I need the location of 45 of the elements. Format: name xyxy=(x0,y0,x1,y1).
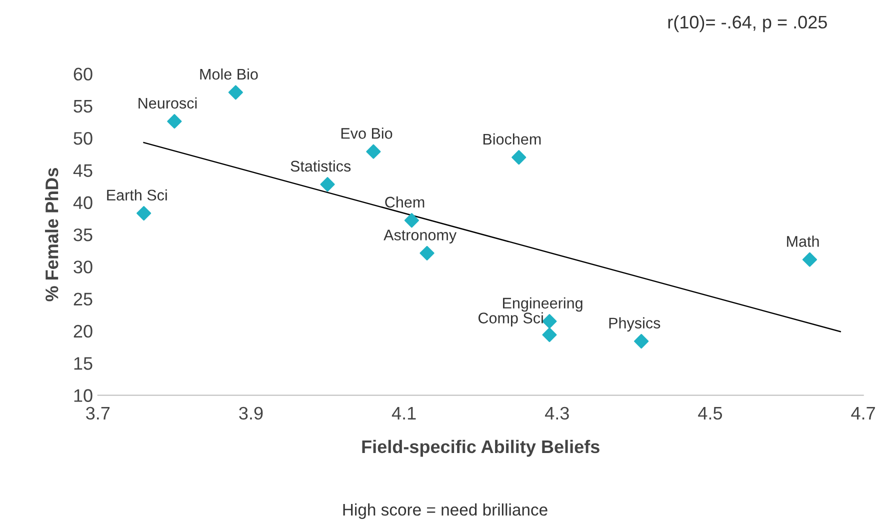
point xyxy=(542,328,557,342)
annotation: Astronomy xyxy=(384,230,457,244)
point xyxy=(512,150,526,165)
point xyxy=(167,114,182,129)
y-tick-label: 60 xyxy=(74,68,92,80)
point xyxy=(404,213,419,228)
x-tick-label: 3.7 xyxy=(86,406,110,420)
y-tick-label: 15 xyxy=(74,357,92,370)
annotation: Physics xyxy=(609,317,660,332)
annotation: Neurosci xyxy=(138,97,197,109)
y-tick-label: 45 xyxy=(73,164,92,177)
annotation: Biochem xyxy=(483,133,541,145)
annotation: Mole Bio xyxy=(200,68,258,80)
x-axis-title: Field-specific Ability Beliefs xyxy=(362,440,600,457)
annotation: Math xyxy=(787,236,819,247)
annotation: Chem xyxy=(385,196,424,208)
y-axis-title: % Female PhDs xyxy=(45,168,58,302)
x-tick-label: 4.7 xyxy=(851,407,875,420)
point xyxy=(320,177,335,192)
text: High score = need brilliance xyxy=(343,503,548,519)
text: r(10)= -.64, p = .025 xyxy=(668,15,827,32)
annotation: Engineering xyxy=(503,297,582,312)
y-tick-label: 40 xyxy=(73,196,92,210)
annotation: Statistics xyxy=(290,160,351,172)
point xyxy=(420,246,434,260)
y-tick-label: 10 xyxy=(74,389,92,402)
point xyxy=(228,85,243,100)
annotation: Comp Sci xyxy=(478,312,543,326)
x-tick-label: 4.3 xyxy=(545,406,569,420)
y-tick-label: 50 xyxy=(74,132,92,145)
x-tick-label: 4.5 xyxy=(698,407,722,420)
point xyxy=(542,314,557,329)
point xyxy=(634,334,649,349)
annotation: Earth Sci xyxy=(107,189,167,201)
y-tick-label: 35 xyxy=(74,228,92,242)
y-tick-label: 55 xyxy=(74,100,92,113)
y-tick-label: 30 xyxy=(74,260,92,274)
y-tick-label: 20 xyxy=(74,324,92,338)
point xyxy=(366,144,381,159)
annotation: Evo Bio xyxy=(341,128,392,139)
point xyxy=(802,252,818,267)
x-tick-label: 3.9 xyxy=(239,406,263,420)
y-tick-label: 25 xyxy=(74,292,92,306)
point xyxy=(136,206,152,221)
x-tick-label: 4.1 xyxy=(392,407,416,420)
